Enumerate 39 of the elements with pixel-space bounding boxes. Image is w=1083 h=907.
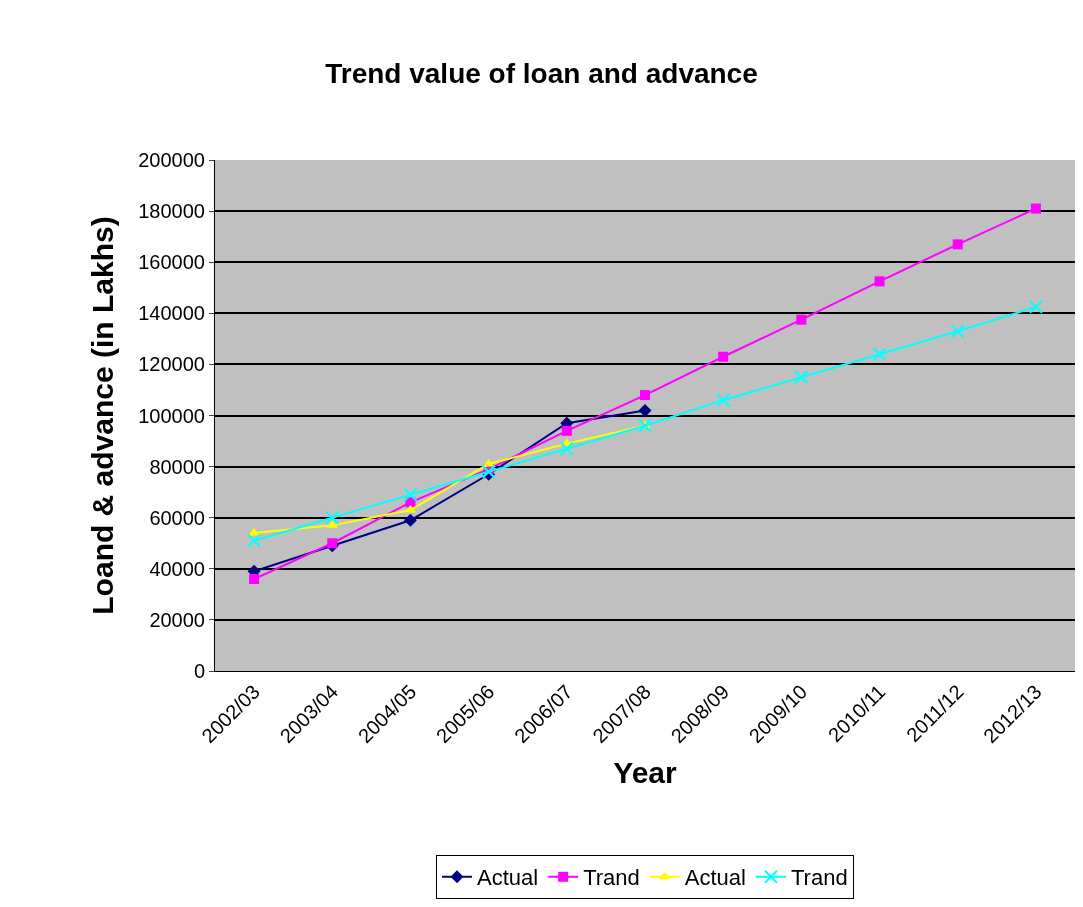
- chart-title: Trend value of loan and advance: [325, 58, 758, 90]
- y-tick-label: 20000: [149, 608, 205, 631]
- point: [1030, 203, 1041, 214]
- y-axis-title: Loand & advance (in Lakhs): [86, 216, 120, 615]
- point: [638, 403, 652, 417]
- point: [794, 370, 809, 385]
- legend-label: Trand: [583, 865, 640, 891]
- point: [640, 390, 650, 401]
- y-tick-label: 100000: [138, 404, 205, 427]
- point: [638, 418, 652, 433]
- legend-label: Actual: [684, 865, 746, 891]
- y-tick-label: 40000: [149, 557, 205, 580]
- y-tick-label: 0: [193, 660, 205, 682]
- point: [952, 239, 963, 250]
- point: [716, 393, 731, 408]
- x-axis-title: Year: [613, 755, 678, 789]
- point: [872, 347, 887, 362]
- legend-label: Actual: [477, 865, 539, 891]
- y-tick-label: 200000: [138, 149, 205, 171]
- point: [796, 314, 807, 325]
- y-tick-label: 120000: [138, 353, 205, 376]
- point: [950, 324, 965, 339]
- point: [559, 441, 574, 456]
- y-tick-label: 180000: [138, 200, 205, 223]
- legend-label: Trand: [790, 865, 848, 891]
- y-tick-label: 160000: [138, 251, 205, 274]
- y-tick-label: 60000: [149, 506, 205, 529]
- point: [327, 538, 338, 549]
- point: [325, 510, 340, 525]
- point: [718, 351, 729, 362]
- point: [1028, 299, 1043, 314]
- point: [249, 574, 260, 585]
- point: [247, 533, 262, 548]
- point: [403, 487, 418, 502]
- y-tick-label: 80000: [149, 455, 205, 478]
- point: [874, 276, 885, 287]
- y-tick-label: 140000: [138, 302, 205, 325]
- point: [403, 513, 417, 527]
- point: [561, 425, 572, 436]
